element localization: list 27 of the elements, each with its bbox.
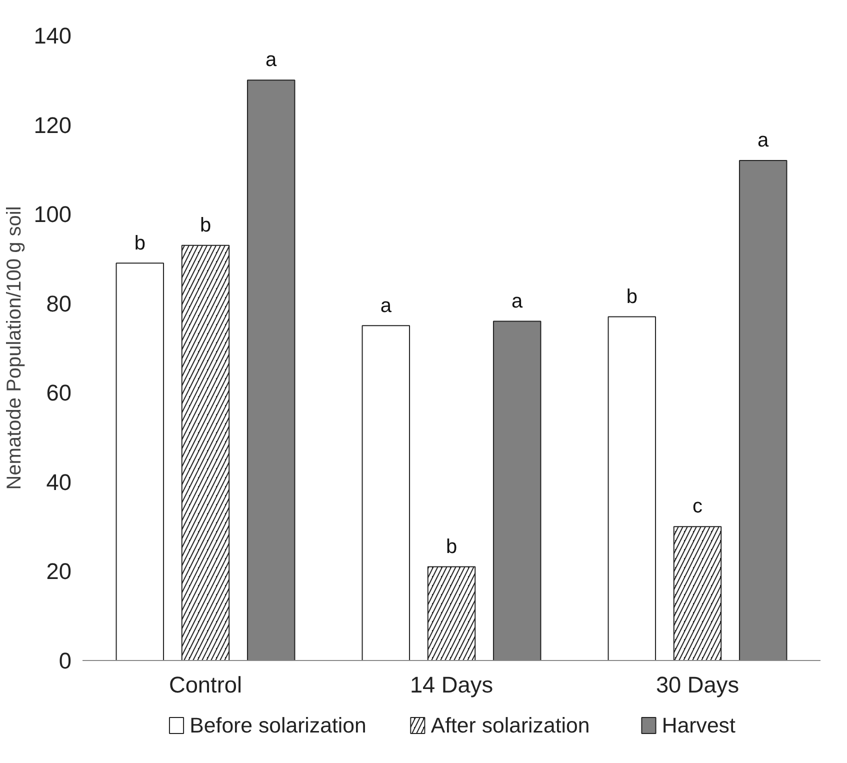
data-label: b — [200, 214, 212, 236]
bar — [608, 316, 656, 660]
legend-label: Before solarization — [190, 714, 366, 738]
y-tick-label: 140 — [34, 22, 72, 48]
data-label: a — [266, 49, 278, 72]
y-tick-label: 40 — [46, 468, 72, 495]
data-label: a — [380, 294, 392, 317]
y-tick-label: 60 — [46, 380, 72, 406]
x-tick-label: Control — [168, 672, 242, 698]
y-tick-label: 20 — [46, 558, 72, 584]
x-tick-label: 30 Days — [656, 672, 740, 698]
data-label: c — [692, 496, 702, 518]
data-label: a — [758, 130, 770, 152]
legend-label: After solarization — [430, 714, 590, 738]
y-axis-title: Nematode Population/100 g soil — [4, 206, 26, 490]
y-tick-label: 80 — [46, 290, 72, 316]
data-label: b — [134, 232, 146, 254]
data-label: a — [512, 290, 524, 312]
y-tick-label: 120 — [34, 112, 72, 138]
bar — [362, 325, 410, 660]
legend-label: Harvest — [662, 714, 736, 738]
data-label: b — [626, 286, 638, 308]
bar — [116, 262, 164, 660]
y-tick-label: 0 — [58, 648, 72, 674]
x-tick-label: 14 Days — [410, 672, 494, 698]
data-label: b — [446, 536, 458, 558]
y-tick-label: 100 — [34, 201, 72, 228]
